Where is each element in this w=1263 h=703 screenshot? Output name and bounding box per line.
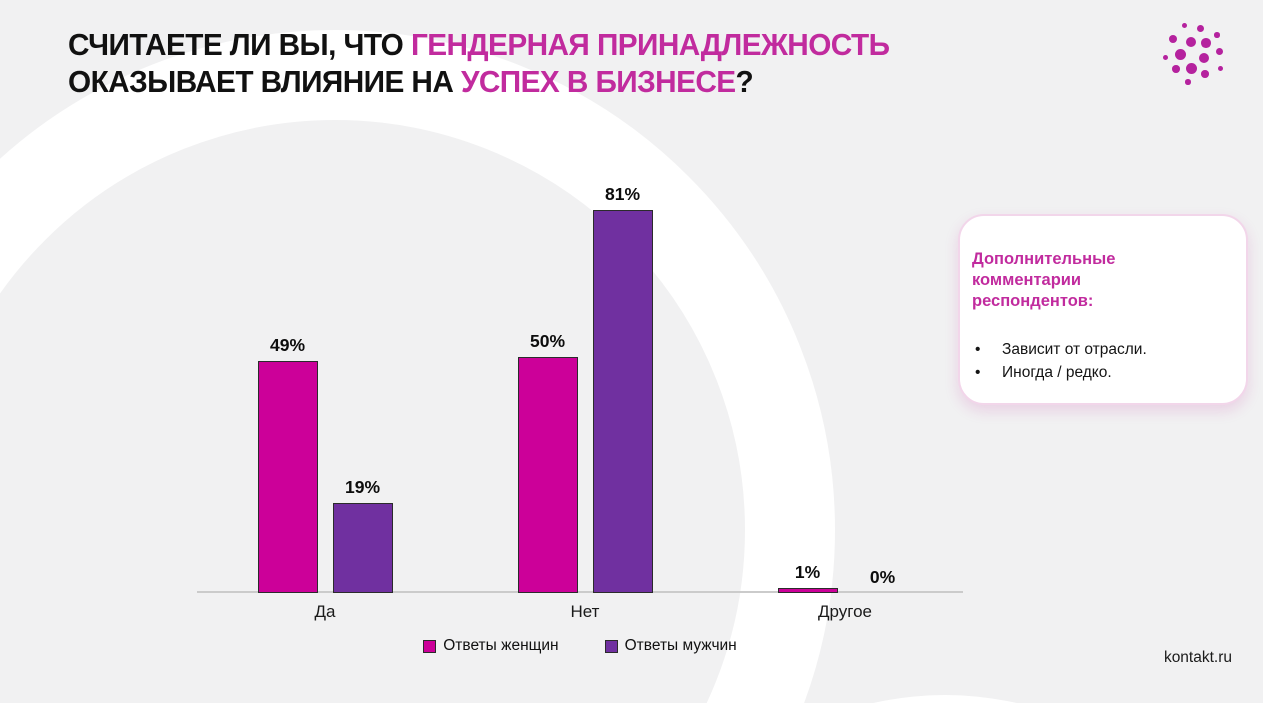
logo-dot-icon (1201, 38, 1211, 48)
footer-site-text: kontakt.ru (1163, 649, 1232, 666)
value-label: 1% (794, 562, 821, 582)
logo-dot-icon (1217, 65, 1223, 71)
logo-dot-icon (1201, 70, 1209, 78)
logo-dot-icon (1185, 79, 1191, 85)
background-circle-shape (620, 695, 1263, 703)
title-text: СЧИТАЕТЕ ЛИ ВЫ, ЧТО (68, 27, 411, 62)
title-accent-text: ГЕНДЕРНАЯ ПРИНАДЛЕЖНОСТЬ (410, 27, 890, 62)
value-label: 81% (604, 184, 641, 204)
callout-bullet-text: Иногда / редко. (1002, 364, 1112, 381)
value-label: 50% (529, 331, 566, 351)
bar-women (517, 357, 578, 593)
bullet-dot-icon: • (975, 364, 981, 381)
logo-dot-icon (1196, 24, 1204, 32)
callout-box: Дополнительные комментарии респондентов:… (958, 214, 1248, 405)
logo-dot-icon (1169, 35, 1177, 43)
legend-label: Ответы женщин (443, 637, 559, 654)
page-title: СЧИТАЕТЕ ЛИ ВЫ, ЧТО ГЕНДЕРНАЯ ПРИНАДЛЕЖН… (68, 26, 1009, 100)
bar-women (257, 361, 318, 593)
legend-color-swatch-icon (604, 639, 618, 653)
x-axis-line (197, 591, 963, 593)
dots-logo-icon (1155, 15, 1235, 95)
logo-dot-icon (1172, 65, 1180, 73)
value-label: 19% (344, 477, 381, 497)
title-text: ? (735, 64, 754, 99)
category-label: Другое (817, 602, 872, 621)
logo-dot-icon (1181, 22, 1187, 28)
title-accent-text: УСПЕХ В БИЗНЕСЕ (460, 64, 736, 99)
callout-bullet-text: Зависит от отрасли. (1002, 341, 1147, 358)
legend-item-women: Ответы женщин (423, 637, 559, 655)
legend-item-men: Ответы мужчин (604, 637, 737, 655)
bullet-dot-icon: • (975, 341, 981, 358)
legend-label: Ответы мужчин (624, 637, 737, 654)
bar-men (332, 503, 393, 593)
callout-bullet-item: • Иногда / редко. (972, 361, 1228, 384)
logo-dot-icon (1174, 48, 1186, 60)
logo-dot-icon (1185, 62, 1197, 74)
legend-color-swatch-icon (423, 639, 437, 653)
logo-dot-icon (1214, 32, 1220, 38)
title-line: СЧИТАЕТЕ ЛИ ВЫ, ЧТО ГЕНДЕРНАЯ ПРИНАДЛЕЖН… (68, 26, 1009, 63)
value-label: 0% (869, 567, 896, 587)
callout-heading: Дополнительные комментарии респондентов: (972, 250, 1116, 310)
logo-dot-icon (1198, 52, 1210, 64)
callout-bullet-list: • Зависит от отрасли. • Иногда / редко. (972, 338, 1228, 384)
title-text: ОКАЗЫВАЕТ ВЛИЯНИЕ НА (68, 64, 461, 99)
logo-dot-icon (1162, 54, 1168, 60)
logo-dot-icon (1215, 47, 1223, 55)
logo-dot-icon (1186, 37, 1196, 47)
bar-men (592, 210, 653, 593)
bar-women (777, 588, 838, 593)
chart-legend: Ответы женщин Ответы мужчин (197, 637, 963, 655)
callout-bullet-item: • Зависит от отрасли. (972, 338, 1228, 361)
title-line: ОКАЗЫВАЕТ ВЛИЯНИЕ НА УСПЕХ В БИЗНЕСЕ? (68, 63, 1009, 100)
category-label: Да (314, 602, 336, 621)
value-label: 49% (269, 335, 306, 355)
category-label: Нет (570, 602, 600, 621)
